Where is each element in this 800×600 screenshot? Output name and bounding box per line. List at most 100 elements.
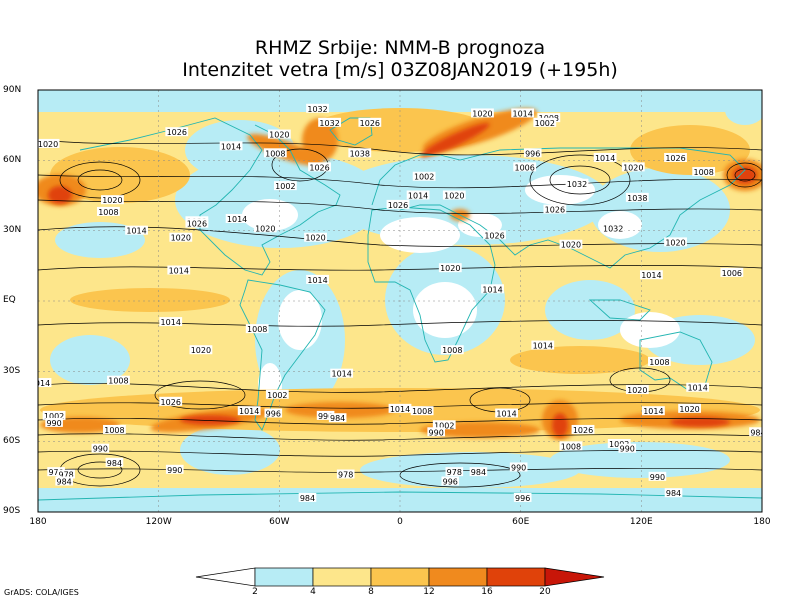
isobar-label: 990 (93, 445, 108, 454)
isobar-label: 1032 (603, 224, 623, 233)
isobar-label-bg (225, 213, 249, 223)
isobar-label: 1014 (496, 410, 516, 419)
isobar-label: 1038 (350, 149, 370, 158)
colorbar-segment-12-16 (428, 567, 488, 587)
isobar-label-bg (513, 162, 537, 172)
isobar-label-bg (543, 204, 567, 214)
chart-title: RHMZ Srbije: NMM-B prognoza (254, 37, 546, 59)
colorbar-segment-above-20 (544, 567, 605, 587)
isobar-label-bg (593, 152, 617, 162)
isobar-label-bg (618, 443, 637, 453)
isobar-label-bg (336, 469, 355, 479)
isobar-label: 978 (338, 470, 353, 479)
isobar-label-bg (165, 127, 189, 137)
isobar-label: 990 (318, 412, 333, 421)
isobar-label-bg (219, 141, 243, 151)
isobar-label-bg (328, 413, 347, 423)
isobar-label-bg (692, 167, 716, 177)
isobar-label: 1020 (679, 405, 699, 414)
isobar-label-bg (607, 439, 631, 449)
map-grid (38, 90, 762, 512)
isobar-label-bg (749, 427, 762, 437)
isobar-label: 1020 (102, 196, 122, 205)
isobar-label-bg (445, 467, 464, 477)
isobar-label: 984 (750, 428, 765, 437)
isobar-label: 1008 (693, 168, 713, 177)
isobar-label: 1008 (108, 377, 128, 386)
lat-label-60n: 60N (3, 155, 22, 165)
isobar-label: 1008 (561, 442, 581, 451)
isobar-label-bg (38, 138, 60, 148)
isobar-label: 1020 (171, 234, 191, 243)
isobar-label-bg (105, 457, 124, 467)
isobar-label-bg (245, 324, 269, 334)
isobar-label-bg (495, 408, 518, 418)
isobar-label: 1014 (390, 405, 410, 414)
isobar-label-bg (306, 274, 329, 284)
isobar-label-bg (267, 129, 291, 139)
isobar-label-bg (523, 148, 542, 158)
isobar-label: 1020 (305, 234, 325, 243)
isobar-label-bg (469, 467, 488, 477)
isobar-label: 1014 (512, 109, 532, 118)
isobar-label: 984 (57, 478, 72, 487)
lat-label-eq: EQ (3, 295, 16, 305)
lat-label-30n: 30N (3, 225, 22, 235)
isobar-label-bg (664, 488, 683, 498)
isobar-label: 1014 (533, 342, 553, 351)
isobar-label: 1014 (408, 192, 428, 201)
isobar-label: 978 (447, 468, 462, 477)
isobar-label: 1014 (239, 407, 259, 416)
isobar-label: 1020 (561, 241, 581, 250)
isobar-label: 990 (46, 419, 61, 428)
colorbar-segment-16-20 (486, 567, 546, 587)
isobar-label: 1026 (309, 163, 329, 172)
isobar-label: 1008 (649, 358, 669, 367)
isobar-label: 984 (300, 494, 315, 503)
isobar-label-bg (96, 206, 120, 216)
isobar-label: 990 (620, 445, 635, 454)
isobar-label: 1014 (307, 276, 327, 285)
isobar-label: 1020 (627, 386, 647, 395)
isobar-label: 1026 (665, 154, 685, 163)
isobar-label-layer: 1032 1032 1026 1020 1014 1008 1002 1026 1020 1014… (38, 103, 765, 503)
isobar-label-bg (318, 117, 342, 127)
isobar-label-bg (358, 117, 382, 127)
isobar-label-bg (386, 199, 410, 209)
isobar-label-bg (571, 424, 595, 434)
isobar-label-bg (412, 171, 436, 181)
colorbar-tick-12: 12 (423, 587, 435, 597)
isobar-label: 1026 (573, 426, 593, 435)
isobar-label-bg (720, 267, 744, 277)
isobar-label-bg (55, 476, 73, 486)
isobar-label-bg (237, 406, 261, 416)
isobar-label-bg (308, 162, 331, 172)
isobar-label: 1032 (567, 180, 587, 189)
isobar-label-bg (264, 408, 283, 418)
isobar-label: 1026 (161, 398, 181, 407)
isobar-label-bg (304, 232, 327, 242)
isobar-label: 1032 (319, 119, 339, 128)
isobar-label-bg (45, 417, 63, 427)
lat-label-90n: 90N (3, 85, 22, 95)
colorbar-segment-4-8 (312, 567, 372, 587)
colorbar-tick-20: 20 (539, 587, 551, 597)
isobar-label-bg (185, 218, 209, 228)
isobar-label: 1014 (126, 227, 146, 236)
isobar-label: 1008 (265, 149, 285, 158)
colorbar-tick-4: 4 (310, 587, 316, 597)
lat-label-90s: 90S (3, 506, 21, 516)
isobar-label-bg (125, 225, 148, 235)
isobar-label: 1002 (44, 412, 64, 421)
isobar-label-bg (565, 178, 589, 188)
isobar-label-bg (103, 424, 126, 434)
lon-label-60w: 60W (269, 517, 290, 527)
isobar-label-bg (621, 162, 645, 172)
isobar-label-bg (642, 406, 665, 416)
colorbar-segment-below-2 (195, 567, 256, 587)
isobar-label: 1008 (98, 208, 118, 217)
isobar-label-bg (406, 190, 430, 200)
isobar-label-bg (263, 148, 287, 158)
isobar-label-bg (91, 443, 110, 453)
isobar-label-bg (664, 237, 687, 247)
